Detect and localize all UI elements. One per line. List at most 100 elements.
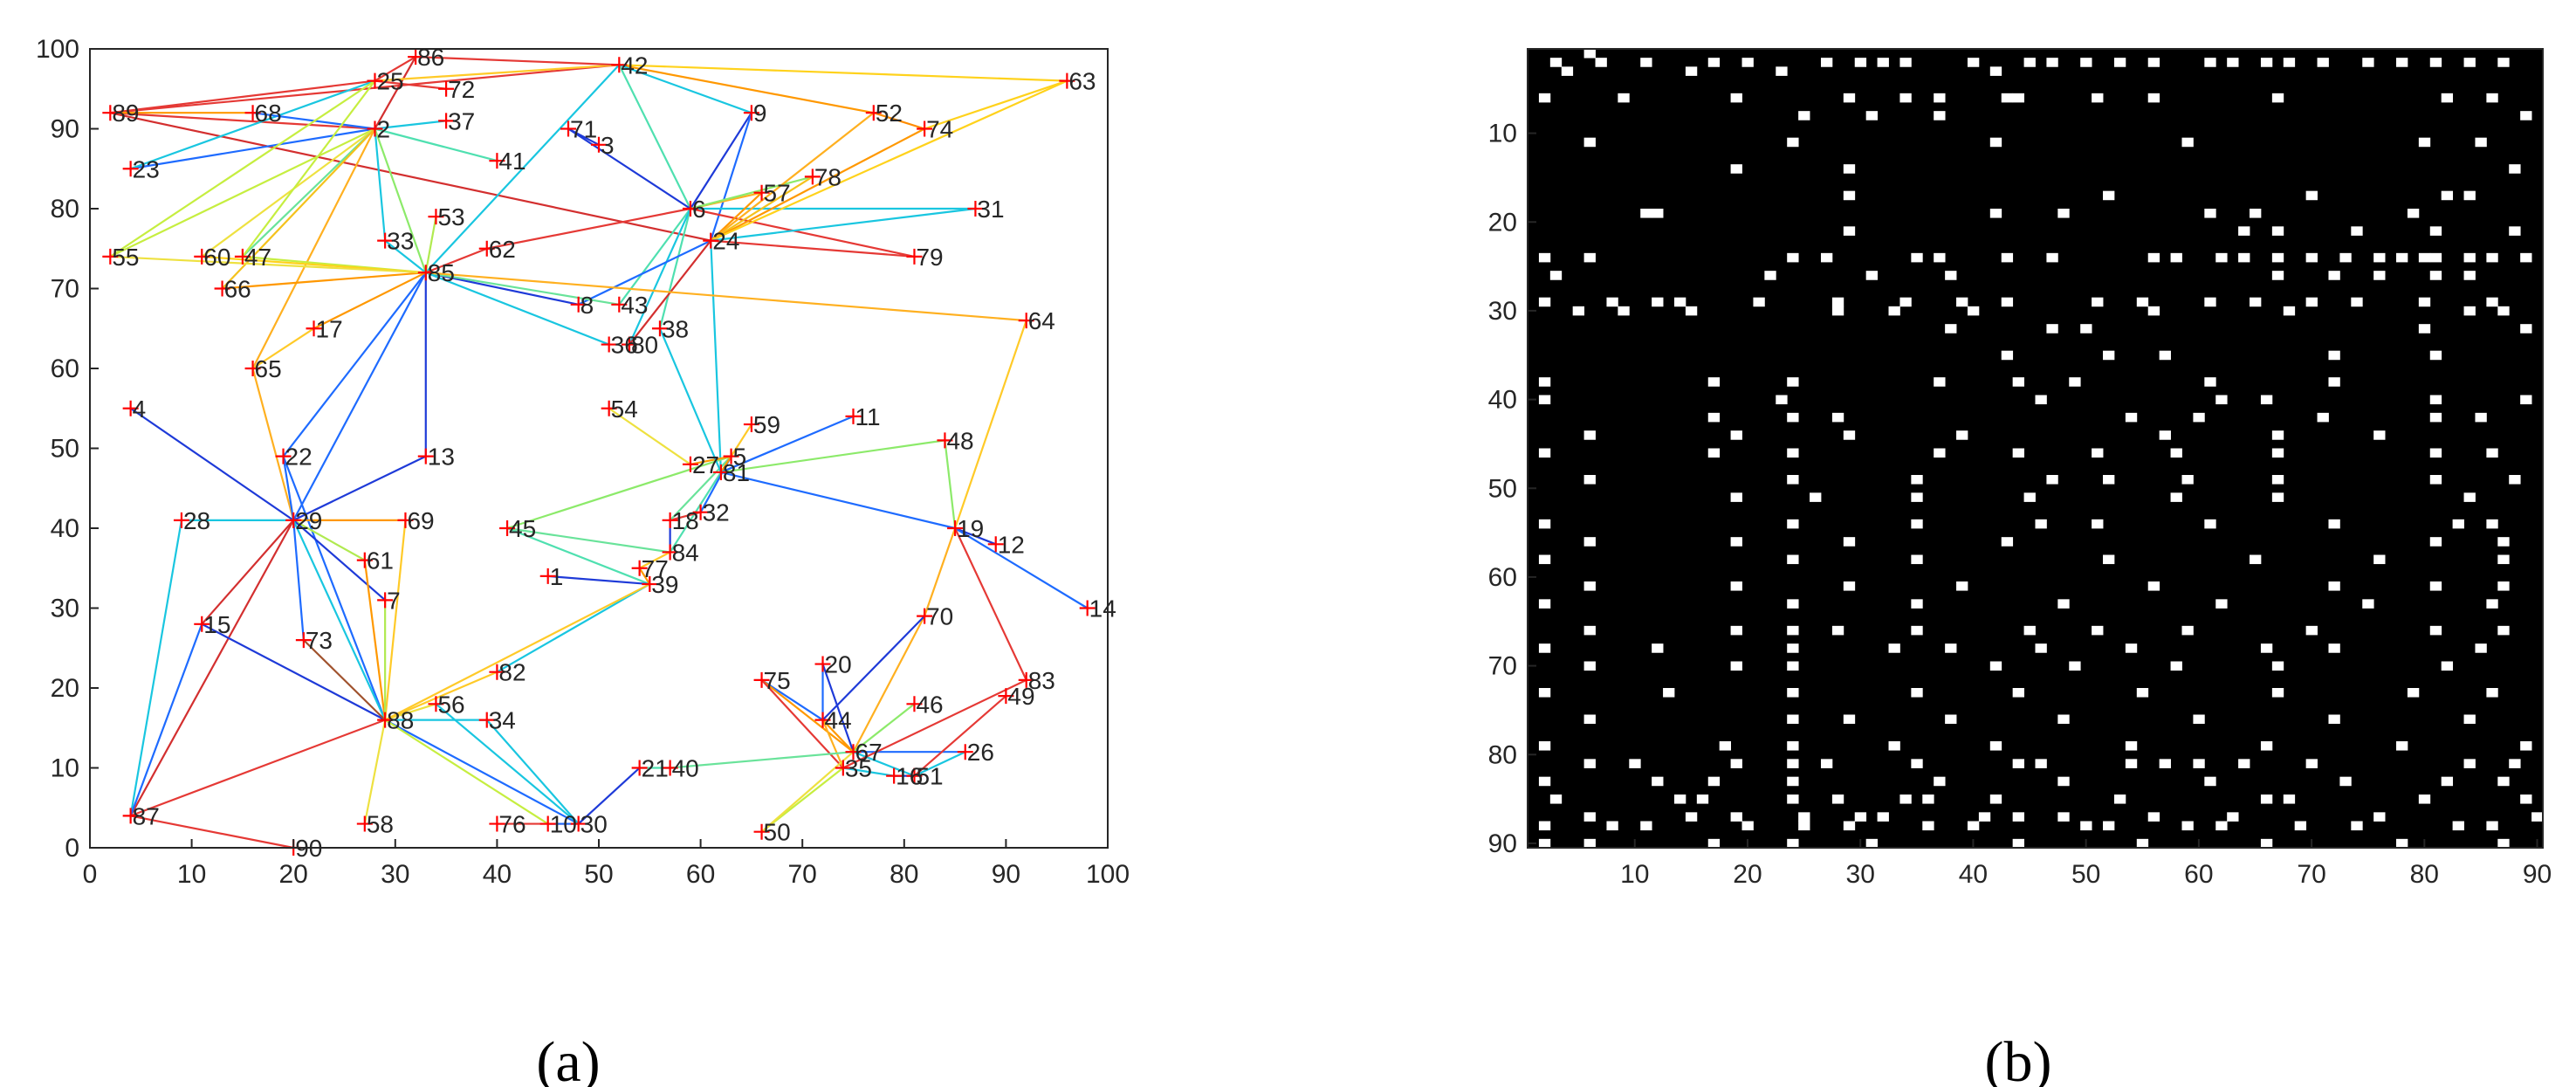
matrix-cell-6-2 — [1538, 93, 1551, 103]
matrix-cell-88-52 — [2103, 821, 2115, 831]
matrix-cell-3-4 — [1561, 66, 1574, 76]
graph-edge-45-84 — [506, 526, 670, 554]
node-marker-10 — [539, 815, 556, 832]
x-tick-label: 70 — [788, 860, 817, 889]
matrix-cell-68-24 — [1787, 643, 1799, 653]
matrix-cell-85-14 — [1673, 795, 1686, 804]
matrix-cell-68-38 — [1945, 643, 1957, 653]
graph-edge-85-8 — [425, 272, 579, 306]
graph-edge-62-6 — [486, 207, 691, 250]
matrix-cell-38-44 — [2012, 377, 2024, 387]
matrix-cell-38-72 — [2328, 377, 2340, 387]
matrix-cell-63-24 — [1787, 599, 1799, 609]
y-tick-label: 10 — [1488, 120, 1517, 148]
matrix-cell-29-2 — [1538, 297, 1551, 307]
graph-edge-5-81 — [719, 456, 732, 473]
node-label-67: 67 — [855, 739, 883, 766]
y-tick-label: 60 — [1488, 563, 1517, 592]
matrix-cell-30-68 — [2283, 306, 2296, 316]
graph-edge-70-67 — [852, 616, 926, 753]
node-marker-2 — [367, 120, 383, 137]
graph-edge-6-78 — [690, 175, 814, 210]
node-label-72: 72 — [448, 76, 475, 103]
y-tick-label: 10 — [51, 754, 79, 783]
matrix-cell-29-55 — [2136, 297, 2149, 307]
node-label-61: 61 — [367, 547, 394, 574]
matrix-cell-26-22 — [1764, 271, 1776, 280]
matrix-cell-2-84 — [2463, 58, 2476, 67]
matrix-cell-6-86 — [2486, 93, 2498, 103]
matrix-cell-24-76 — [2373, 252, 2386, 263]
node-marker-11 — [845, 408, 862, 424]
matrix-cell-63-48 — [2057, 599, 2070, 609]
graph-edge-85-53 — [424, 216, 437, 273]
panel-a-ticks: 0 10 20 30 40 50 60 70 80 90 100 0 10 20 30 40 50 60 70 80 9… — [36, 35, 1130, 889]
graph-edge-2-65 — [251, 128, 376, 369]
matrix-cell-11-6 — [1583, 137, 1596, 148]
node-label-27: 27 — [692, 451, 719, 478]
node-label-23: 23 — [133, 155, 160, 182]
x-tick-label: 80 — [890, 860, 918, 889]
matrix-cell-11-85 — [2475, 137, 2487, 148]
matrix-cell-70-42 — [1989, 661, 2002, 671]
y-tick-label: 50 — [51, 435, 79, 464]
node-marker-86 — [408, 49, 424, 65]
matrix-cell-58-87 — [2497, 554, 2510, 565]
node-marker-78 — [804, 169, 821, 185]
matrix-cell-19-42 — [1989, 209, 2002, 218]
x-tick-label: 100 — [1086, 860, 1130, 889]
node-label-26: 26 — [967, 739, 994, 766]
graph-edge-6-38 — [658, 208, 692, 329]
matrix-cell-76-29 — [1843, 714, 1856, 725]
node-marker-46 — [906, 696, 923, 712]
node-marker-68 — [244, 105, 261, 121]
graph-edge-64-85 — [425, 272, 1027, 322]
matrix-cell-32-50 — [2080, 324, 2092, 334]
matrix-cell-40-62 — [2215, 395, 2228, 405]
node-label-8: 8 — [580, 292, 594, 319]
node-label-85: 85 — [428, 259, 455, 286]
matrix-cell-11-24 — [1787, 137, 1799, 148]
matrix-cell-3-42 — [1989, 66, 2002, 76]
matrix-cell-2-78 — [2396, 58, 2408, 67]
node-label-63: 63 — [1068, 68, 1096, 95]
matrix-cell-17-52 — [2103, 190, 2115, 201]
graph-edges — [109, 56, 1089, 850]
matrix-cell-81-60 — [2193, 759, 2205, 768]
matrix-cell-83-12 — [1652, 776, 1664, 787]
matrix-cell-2-20 — [1741, 58, 1754, 67]
matrix-cell-2-34 — [1899, 58, 1912, 67]
node-marker-75 — [753, 671, 770, 688]
node-marker-85 — [417, 265, 434, 281]
matrix-cell-87-44 — [2012, 812, 2024, 822]
matrix-cell-11-42 — [1989, 137, 2002, 148]
matrix-cell-88-40 — [1967, 821, 1980, 831]
graph-edge-75-67 — [760, 678, 855, 753]
matrix-cell-2-66 — [2260, 58, 2273, 67]
matrix-cell-90-66 — [2260, 838, 2273, 849]
node-marker-64 — [1018, 313, 1034, 329]
matrix-cell-87-48 — [2057, 812, 2070, 822]
matrix-cell-6-56 — [2147, 93, 2160, 103]
node-marker-32 — [692, 504, 709, 520]
graph-edge-56-30 — [435, 703, 580, 825]
matrix-cell-46-67 — [2271, 448, 2284, 458]
matrix-cell-81-10 — [1629, 759, 1641, 768]
matrix-cell-68-33 — [1888, 643, 1900, 653]
matrix-cell-42-60 — [2193, 412, 2205, 423]
matrix-cell-66-6 — [1583, 625, 1596, 636]
matrix-cell-42-81 — [2429, 412, 2442, 423]
y-tick-label: 70 — [51, 275, 79, 304]
matrix-cell-70-67 — [2271, 661, 2284, 671]
matrix-cell-90-2 — [1538, 838, 1551, 849]
node-label-11: 11 — [855, 403, 881, 430]
node-label-41: 41 — [498, 148, 526, 175]
graph-edge-85-62 — [425, 247, 488, 274]
matrix-cell-88-83 — [2452, 821, 2464, 831]
node-label-66: 66 — [224, 276, 251, 303]
node-label-42: 42 — [621, 52, 648, 79]
matrix-cell-61-39 — [1956, 581, 1968, 591]
matrix-cell-44-67 — [2271, 430, 2284, 440]
graph-edge-85-43 — [425, 272, 620, 306]
